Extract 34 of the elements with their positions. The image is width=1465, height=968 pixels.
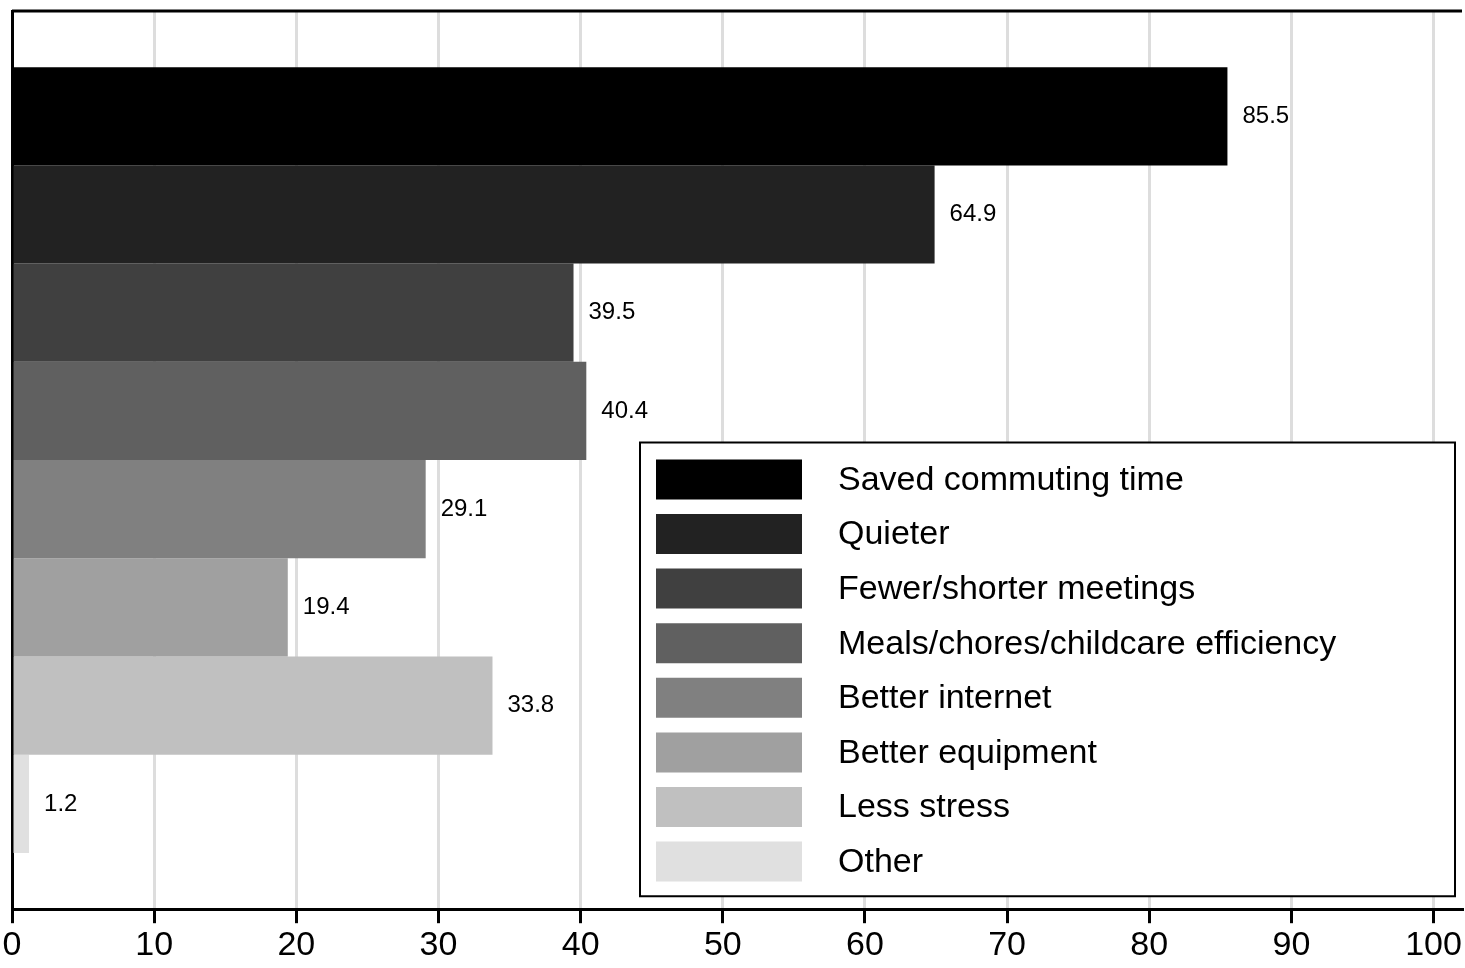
x-tick-label: 100	[1405, 923, 1462, 962]
x-tick-label: 40	[561, 923, 600, 962]
x-tick-label: 90	[1272, 923, 1311, 962]
legend-label: Fewer/shorter meetings	[838, 567, 1196, 606]
data-label: 85.5	[1242, 100, 1290, 128]
x-tick-label: 80	[1130, 923, 1169, 962]
data-label: 39.5	[588, 297, 636, 325]
x-tick-label: 30	[419, 923, 458, 962]
legend-label: Better internet	[838, 677, 1053, 716]
data-label: 40.4	[601, 395, 649, 423]
data-label: 19.4	[302, 592, 350, 620]
x-tick-label: 20	[277, 923, 316, 962]
bar	[13, 754, 30, 854]
legend-label: Quieter	[838, 513, 950, 552]
bar	[13, 460, 426, 559]
x-tick-label: 10	[135, 923, 174, 962]
bar	[13, 558, 288, 657]
data-label: 1.2	[44, 788, 78, 816]
legend-label: Saved commuting time	[838, 458, 1184, 497]
data-label: 33.8	[507, 690, 555, 718]
data-label: 29.1	[440, 493, 488, 521]
x-tick-label: 0	[2, 923, 22, 962]
bar	[13, 656, 493, 755]
data-label: 64.9	[949, 199, 997, 227]
legend-label: Meals/chores/childcare efficiency	[838, 622, 1337, 661]
x-tick-label: 70	[988, 923, 1027, 962]
legend-label: Better equipment	[838, 731, 1098, 770]
x-tick-label: 50	[703, 923, 742, 962]
bar	[13, 263, 574, 362]
bar	[13, 165, 935, 264]
legend-label: Other	[838, 840, 924, 879]
bar	[13, 361, 587, 461]
x-tick-label: 60	[846, 923, 884, 962]
legend-label: Less stress	[838, 786, 1010, 825]
